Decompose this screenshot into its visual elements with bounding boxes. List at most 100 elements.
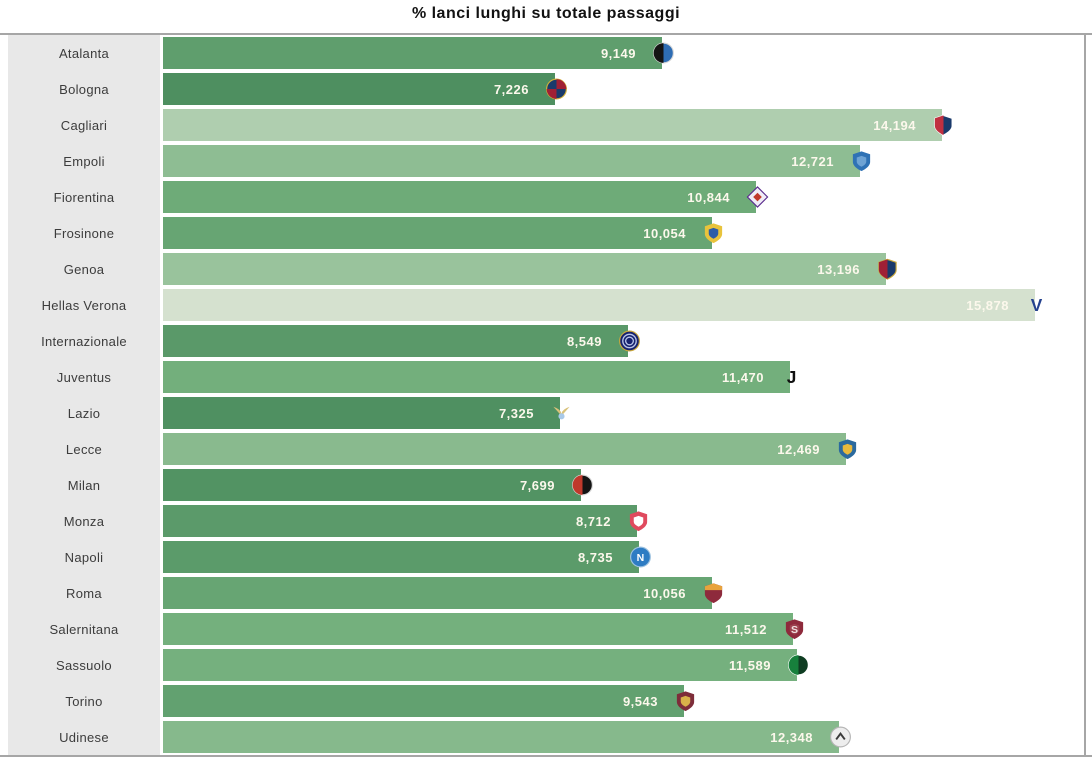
bar-row: Internazionale 8,549 [8,323,1085,359]
value-bar: 11,589 [163,649,797,681]
udinese-logo-icon [829,726,852,749]
team-label: Udinese [59,729,109,745]
bar-track: 11,470 J [163,359,1085,395]
bar-row: Udinese 12,348 [8,719,1085,755]
bar-track: 7,325 [163,395,1085,431]
value-label: 13,196 [817,261,860,277]
value-label: 10,056 [643,585,686,601]
team-label: Monza [63,513,105,529]
bar-row: Hellas Verona 15,878 V [8,287,1085,323]
value-label: 7,226 [493,81,529,97]
value-label: 12,348 [770,729,813,745]
team-label: Empoli [63,153,105,169]
bar-row: Lazio 7,325 [8,395,1085,431]
frosinone-logo-icon [702,222,725,245]
monza-logo-icon [627,510,650,533]
bar-track: 7,226 [163,71,1085,107]
team-label: Cagliari [60,117,108,133]
juventus-logo-icon: J [780,366,803,389]
value-label: 8,712 [575,513,611,529]
svg-text:J: J [787,367,797,387]
svg-text:N: N [637,552,645,564]
team-label: Hellas Verona [41,297,127,313]
bar-row: Napoli 8,735 N [8,539,1085,575]
team-label: Frosinone [53,225,115,241]
team-label: Milan [67,477,101,493]
value-bar: 13,196 [163,253,886,285]
lecce-logo-icon [836,438,859,461]
team-label: Torino [65,693,103,709]
chart-frame-top-border [0,33,1092,35]
bar-track: 10,056 [163,575,1085,611]
salernitana-logo-icon: S [783,618,806,641]
hellas-verona-logo-icon: V [1025,294,1048,317]
bar-row: Milan 7,699 [8,467,1085,503]
bar-track: 7,699 [163,467,1085,503]
bar-track: 10,054 [163,215,1085,251]
roma-logo-icon [702,582,725,605]
bar-row: Frosinone 10,054 [8,215,1085,251]
bar-row: Torino 9,543 [8,683,1085,719]
value-bar: 12,469 [163,433,846,465]
bar-row: Bologna 7,226 [8,71,1085,107]
bar-track: 11,512 S [163,611,1085,647]
bar-track: 11,589 [163,647,1085,683]
bar-track: 8,549 [163,323,1085,359]
value-bar: 9,149 [163,37,662,69]
team-label: Roma [66,585,102,601]
bar-row: Lecce 12,469 [8,431,1085,467]
team-label: Lazio [67,405,101,421]
value-bar: 11,470 [163,361,790,393]
bar-row: Fiorentina 10,844 [8,179,1085,215]
team-label: Bologna [59,81,109,97]
value-label: 10,054 [643,225,686,241]
bar-track: 14,194 [163,107,1085,143]
value-bar: 8,735 [163,541,639,573]
bar-row: Atalanta 9,149 [8,35,1085,71]
bar-track: 12,721 [163,143,1085,179]
value-bar: 9,543 [163,685,684,717]
value-label: 12,721 [791,153,834,169]
value-label: 8,735 [577,549,613,565]
bar-row: Roma 10,056 [8,575,1085,611]
value-bar: 7,226 [163,73,555,105]
bar-track: 15,878 V [163,287,1085,323]
category-axis-panel [8,35,160,755]
fiorentina-logo-icon [746,186,769,209]
bar-track: 13,196 [163,251,1085,287]
bar-track: 10,844 [163,179,1085,215]
value-bar: 10,054 [163,217,712,249]
value-label: 7,325 [498,405,534,421]
team-label: Fiorentina [53,189,115,205]
genoa-logo-icon [876,258,899,281]
bar-rows-container: Atalanta 9,149 Bologna 7,226 Cagliari 14,194 E… [8,35,1085,755]
value-label: 7,699 [519,477,555,493]
team-label: Lecce [65,441,103,457]
value-label: 14,194 [873,117,916,133]
svg-text:V: V [1031,295,1043,315]
value-label: 11,470 [721,369,764,385]
value-label: 12,469 [777,441,820,457]
milan-logo-icon [571,474,594,497]
team-label: Internazionale [41,333,127,349]
team-label: Atalanta [58,45,110,61]
value-bar: 15,878 [163,289,1035,321]
value-label: 9,149 [600,45,636,61]
chart-frame-bottom-border [0,755,1092,757]
value-bar: 12,348 [163,721,839,753]
value-label: 10,844 [687,189,730,205]
bologna-logo-icon [545,78,568,101]
value-label: 11,512 [724,621,767,637]
lazio-logo-icon [550,402,573,425]
team-label: Juventus [56,369,112,385]
value-label: 11,589 [728,657,771,673]
value-label: 15,878 [966,297,1009,313]
bar-row: Juventus 11,470 J [8,359,1085,395]
bar-track: 9,149 [163,35,1085,71]
bar-row: Empoli 12,721 [8,143,1085,179]
bar-track: 8,735 N [163,539,1085,575]
bar-row: Cagliari 14,194 [8,107,1085,143]
team-label: Salernitana [49,621,119,637]
value-bar: 7,325 [163,397,560,429]
cagliari-logo-icon [932,114,955,137]
